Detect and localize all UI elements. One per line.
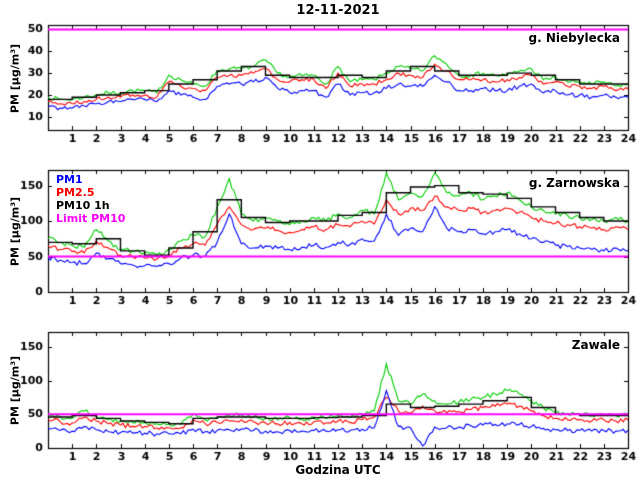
legend-entry-pm25: PM2.5 (56, 186, 95, 199)
panel-title-zarnowska: g. Zarnowska (528, 176, 620, 190)
panel-title-zawale: Zawale (571, 338, 620, 352)
x-axis-label: Godzina UTC (295, 463, 381, 477)
legend: PM1 PM2.5 PM10 1h Limit PM10 (56, 173, 125, 225)
y-axis-label-middle: PM [µg/m³] (8, 196, 22, 267)
y-axis-label-top: PM [µg/m³] (8, 43, 22, 114)
panel-title-niebylecka: g. Niebylecka (528, 31, 620, 45)
y-axis-label-bottom: PM [µg/m³] (8, 355, 22, 426)
figure-title: 12-11-2021 (296, 3, 380, 18)
legend-entry-limit-pm10: Limit PM10 (56, 212, 126, 225)
legend-entry-pm10-1h: PM10 1h (56, 199, 110, 212)
legend-entry-pm1: PM1 (56, 173, 83, 186)
